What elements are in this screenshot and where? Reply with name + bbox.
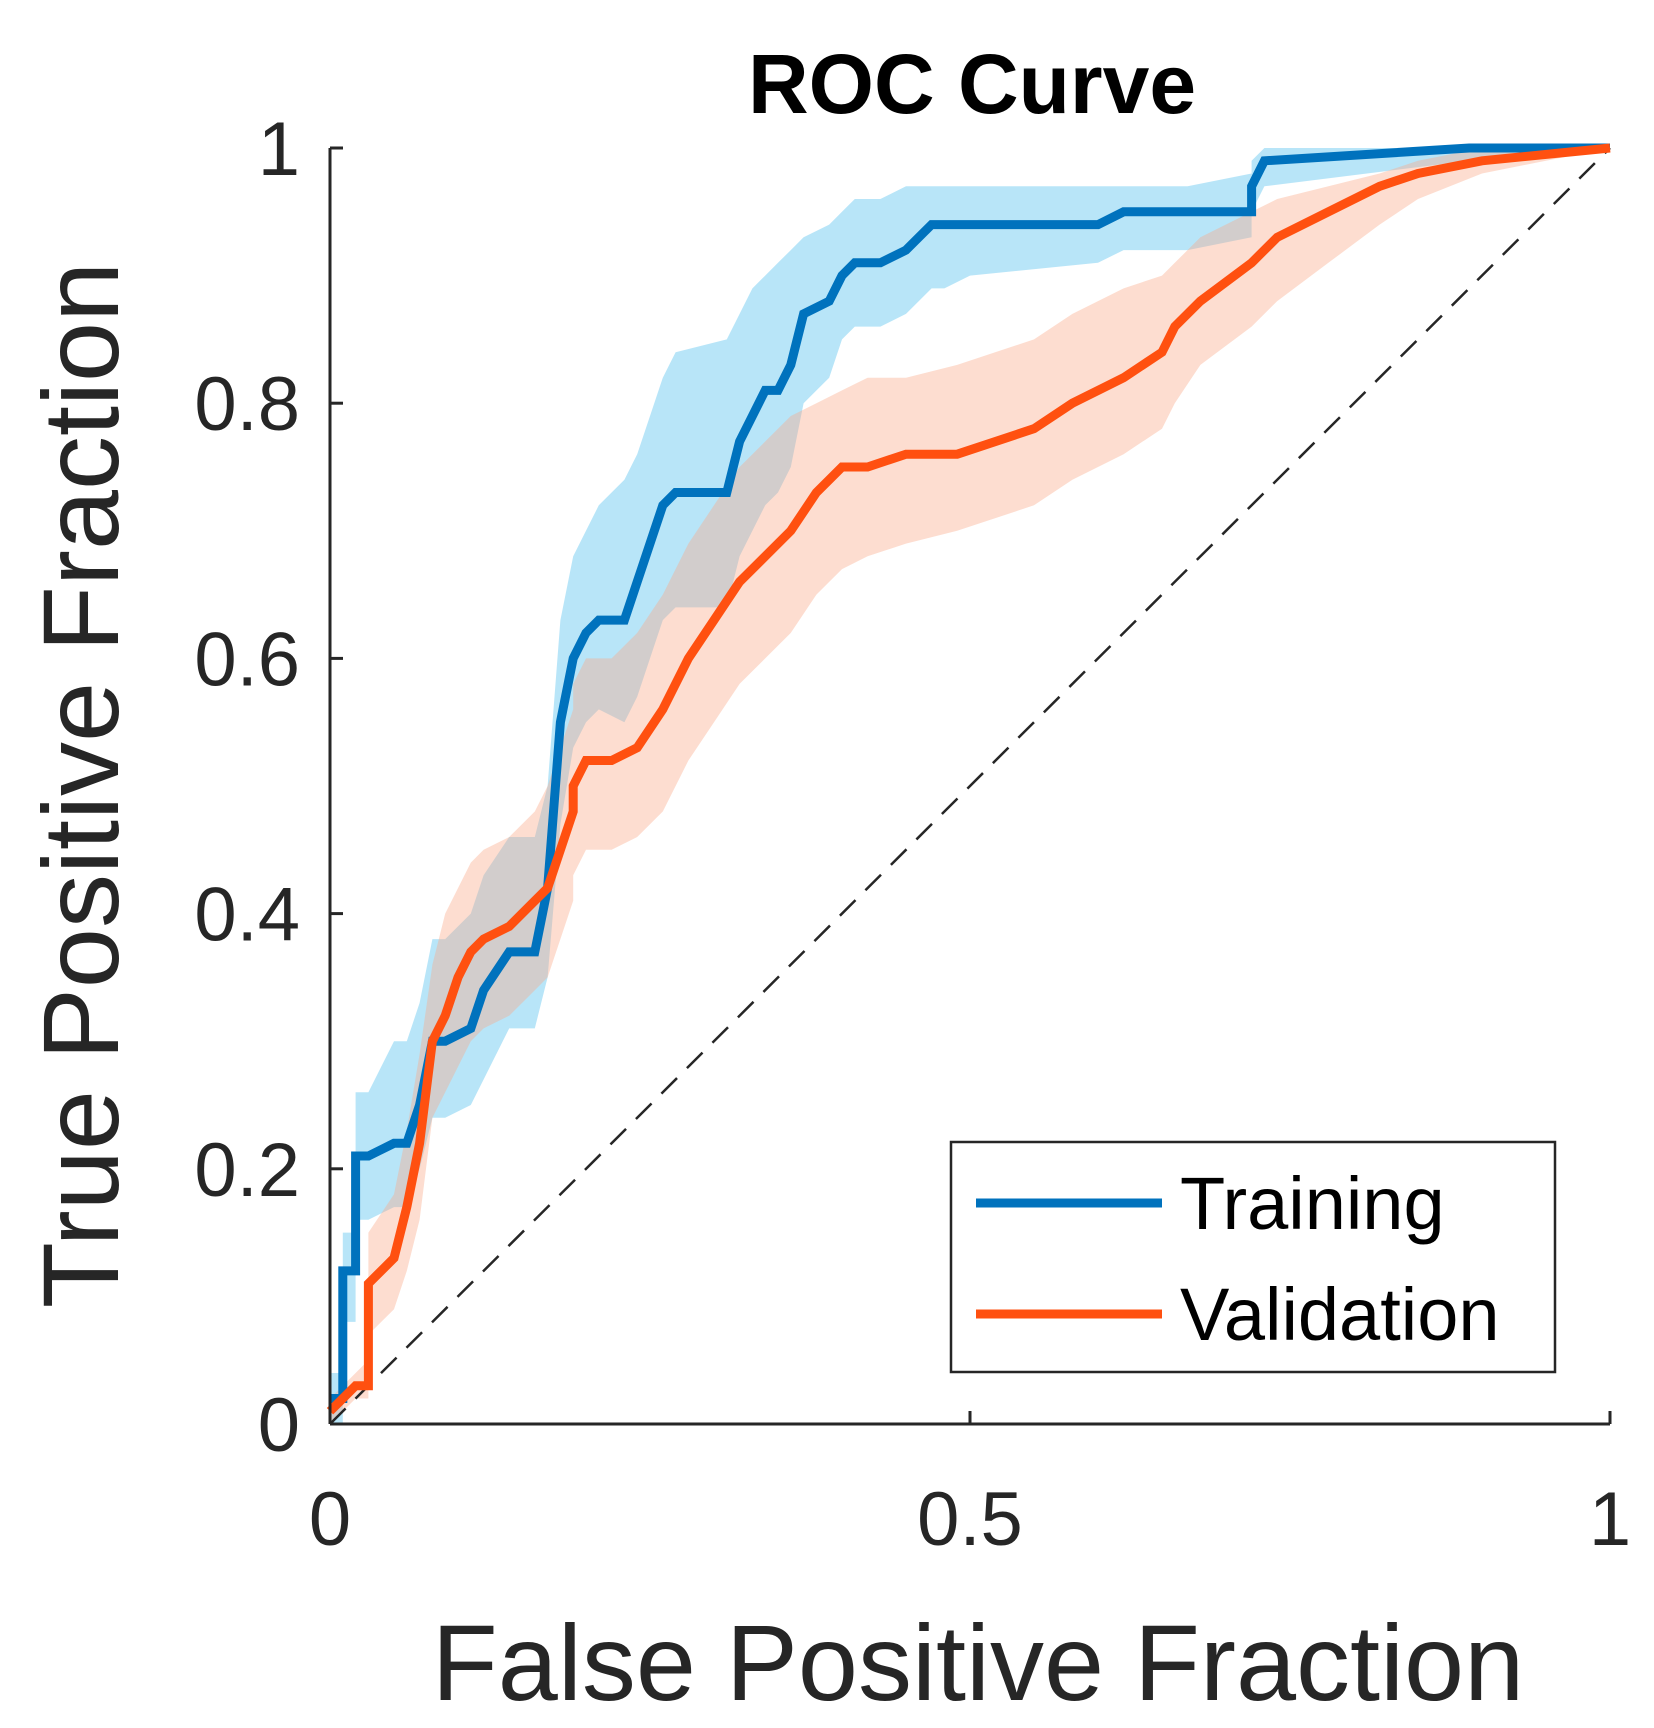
- x-tick-label: 0: [309, 1477, 351, 1562]
- y-tick-label: 1: [258, 107, 300, 192]
- chance-line: [329, 147, 1611, 1425]
- tick-labels: 0 0.5 1 0 0.2 0.4 0.6 0.8 1: [194, 107, 1631, 1562]
- chance-diagonal: [329, 147, 1611, 1425]
- training-confidence-band: [330, 148, 1610, 1424]
- legend-label-validation: Validation: [1180, 1273, 1500, 1356]
- y-tick-label: 0.2: [194, 1128, 300, 1213]
- x-tick-label: 0.5: [917, 1477, 1023, 1562]
- legend-label-training: Training: [1180, 1162, 1445, 1245]
- y-tick-label: 0.6: [194, 617, 300, 702]
- chart-title: ROC Curve: [748, 37, 1196, 131]
- validation-confidence-band: [330, 148, 1610, 1424]
- x-tick-label: 1: [1589, 1477, 1631, 1562]
- legend-box: [949, 1140, 1557, 1374]
- y-tick-label: 0: [258, 1383, 300, 1468]
- roc-series-lines: [326, 143, 1611, 1415]
- confidence-bands: [330, 148, 1610, 1424]
- validation-roc-line: [326, 143, 1611, 1415]
- y-tick-label: 0.8: [194, 362, 300, 447]
- y-axis-label: True Positive Fraction: [20, 262, 141, 1308]
- axes: [328, 146, 1612, 1426]
- y-tick-label: 0.4: [194, 873, 300, 958]
- x-axis-label: False Positive Fraction: [432, 1602, 1524, 1723]
- legend: Training Validation: [949, 1140, 1557, 1374]
- training-roc-line: [330, 143, 1610, 1403]
